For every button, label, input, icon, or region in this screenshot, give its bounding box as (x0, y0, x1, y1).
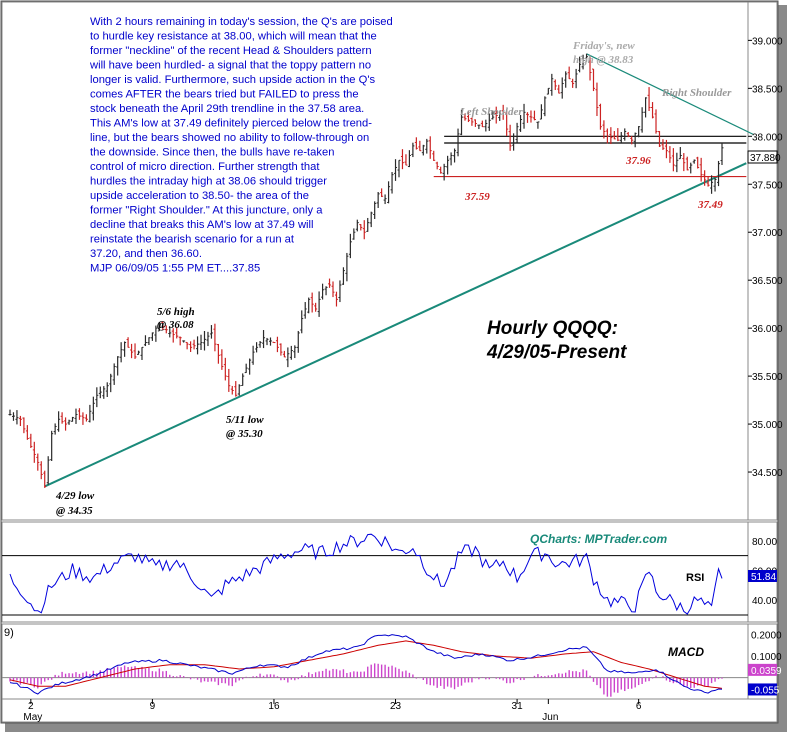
annotation-level-37-59: 37.59 (464, 191, 490, 203)
trendline-resistance (586, 53, 754, 135)
commentary-line: former "Right Shoulder." At this junctur… (90, 205, 323, 217)
commentary-line: decline that breaks this AM's low at 37.… (90, 219, 314, 231)
price-tick-label: 36.000 (752, 324, 783, 335)
rsi-panel (1, 521, 749, 623)
date-tick-label: 31 (512, 701, 524, 712)
macd-signal-line (9, 640, 723, 689)
macd-label: MACD (668, 645, 704, 659)
price-candles (8, 53, 724, 488)
commentary-line: reinstate the bearish scenario for a run… (90, 234, 295, 246)
commentary-line: longer is valid. Furthermore, such upsid… (90, 74, 375, 86)
date-tick-label: 16 (268, 701, 280, 712)
annotation-apr29-low-value: @ 34.35 (56, 505, 93, 517)
rsi-tick-label: 40.00 (752, 596, 777, 607)
annotation-may11-low-value: @ 35.30 (226, 428, 263, 440)
price-tick-label: 37.500 (752, 180, 783, 191)
commentary-line: the downside. Since then, the bulls have… (90, 147, 334, 159)
last-price-label: 37.880 (750, 153, 781, 164)
price-axis-ticks: 39.000 38.500 38.000 37.500 37.000 36.500 36.0… (748, 36, 783, 479)
date-month-label: May (23, 712, 42, 723)
commentary-line: upside acceleration to 38.50- the area o… (90, 190, 309, 202)
annotation-apr29-low: 4/29 low (55, 490, 95, 502)
commentary-line: This AM's low at 37.49 definitely pierce… (90, 118, 372, 130)
price-panel (1, 1, 749, 521)
chart-title: Hourly QQQQ: (487, 318, 618, 339)
commentary-line: stock beneath the April 29th trendline i… (90, 103, 364, 115)
last-price-marker (747, 150, 778, 164)
price-tick-label: 39.000 (752, 36, 783, 47)
commentary-line: 37.20, and then 36.60. (90, 248, 202, 260)
commentary-line: former "neckline" of the recent Head & S… (90, 45, 372, 57)
commentary-block: With 2 hours remaining in today's sessio… (89, 16, 393, 275)
rsi-line (9, 533, 723, 615)
price-tick-label: 34.500 (752, 468, 783, 479)
date-month-label: Jun (542, 712, 558, 723)
trendline-uptrend (44, 162, 747, 488)
rsi-last-marker (748, 570, 777, 582)
commentary-line: MJP 06/09/05 1:55 PM ET....37.85 (90, 263, 260, 275)
macd-tick-label: 0.0359 (751, 666, 782, 677)
commentary-line: With 2 hours remaining in today's sessio… (90, 16, 393, 28)
annotation-right-shoulder: Right Shoulder (661, 87, 732, 99)
date-tick-label: 9 (150, 701, 156, 712)
macd-tick-label: -0.055 (751, 685, 780, 696)
macd-value-marker (748, 683, 777, 696)
price-tick-label: 35.000 (752, 420, 783, 431)
price-tick-label: 36.500 (752, 276, 783, 287)
annotation-may11-low: 5/11 low (226, 414, 264, 426)
date-tick-label: 6 (636, 701, 642, 712)
annotation-fridays-high-value: high @ 38.83 (573, 54, 634, 66)
price-tick-label: 35.500 (752, 372, 783, 383)
macd-panel (1, 623, 749, 700)
macd-value-marker (748, 663, 777, 676)
annotation-may6-high: 5/6 high (157, 306, 195, 318)
price-tick-label: 38.500 (752, 84, 783, 95)
annotation-level-37-49: 37.49 (697, 199, 723, 211)
date-tick-label: 2 (28, 701, 34, 712)
macd-tick-label: 0.2000 (751, 630, 782, 641)
trendlines (44, 53, 754, 488)
chart-subtitle: 4/29/05-Present (486, 342, 627, 363)
commentary-line: line, but the bears showed no ability to… (90, 132, 369, 144)
commentary-line: hurdles the intraday high at 38.06 shoul… (90, 176, 327, 188)
rsi-tick-label: 80.00 (752, 537, 777, 548)
qcharts-credit: QCharts: MPTrader.com (530, 532, 667, 546)
annotation-may6-high-value: @ 36.08 (157, 319, 194, 331)
macd-line (9, 634, 723, 695)
commentary-line: will have been hurdled- a signal that th… (89, 60, 371, 72)
commentary-line: comes AFTER the bears tried but FAILED t… (90, 89, 359, 101)
commentary-line: to hurdle key resistance at 38.00, which… (90, 31, 377, 43)
annotation-fridays-high: Friday's, new (572, 40, 635, 52)
macd-tick-label: 0.1000 (751, 652, 782, 663)
annotation-level-37-96: 37.96 (625, 155, 651, 167)
price-tick-label: 38.000 (752, 132, 783, 143)
date-axis-panel (1, 698, 778, 723)
macd-layer: 0.2000 0.1000 0.0359 -0.055 (2, 630, 782, 697)
macd-prefix: 9) (4, 627, 14, 639)
price-tick-label: 37.000 (752, 228, 783, 239)
rsi-label: RSI (686, 572, 704, 584)
commentary-line: control of micro direction. Further stre… (90, 161, 320, 173)
annotation-left-shoulder: Left Shoulder (459, 106, 523, 118)
price-axis-panel (747, 1, 778, 521)
rsi-last-value: 51.84 (751, 572, 776, 583)
date-tick-label: 23 (390, 701, 402, 712)
